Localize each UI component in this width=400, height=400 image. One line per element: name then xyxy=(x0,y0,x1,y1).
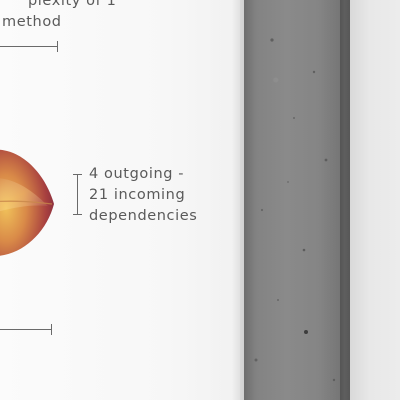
bracket-marker-vertical xyxy=(77,174,78,214)
leaf-vein xyxy=(0,200,53,205)
top-measurement-tick xyxy=(57,41,58,52)
top-annotation-line-1: plexity of 1 xyxy=(28,0,117,9)
bracket-marker-bottom xyxy=(73,214,82,215)
poster-sheet: plexity of 1 method xyxy=(0,0,240,400)
top-measurement-line xyxy=(0,46,57,47)
bottom-measurement-line xyxy=(0,329,51,330)
dependency-annotation: 4 outgoing - 21 incoming dependencies xyxy=(89,164,197,227)
concrete-texture xyxy=(254,38,336,382)
bracket-marker-top xyxy=(73,174,82,175)
leaf-shape xyxy=(0,149,54,256)
top-annotation: plexity of 1 method xyxy=(0,0,116,33)
concrete-pillar xyxy=(244,0,350,400)
dependency-annotation-line-2: 21 incoming xyxy=(89,187,186,203)
top-annotation-line-2: method xyxy=(2,14,62,30)
bottom-measurement-tick xyxy=(51,324,52,335)
dependency-annotation-line-3: dependencies xyxy=(89,208,198,224)
background-wall xyxy=(350,0,400,400)
poster-edge-shadow xyxy=(232,0,246,400)
dependency-annotation-line-1: 4 outgoing - xyxy=(89,166,185,182)
